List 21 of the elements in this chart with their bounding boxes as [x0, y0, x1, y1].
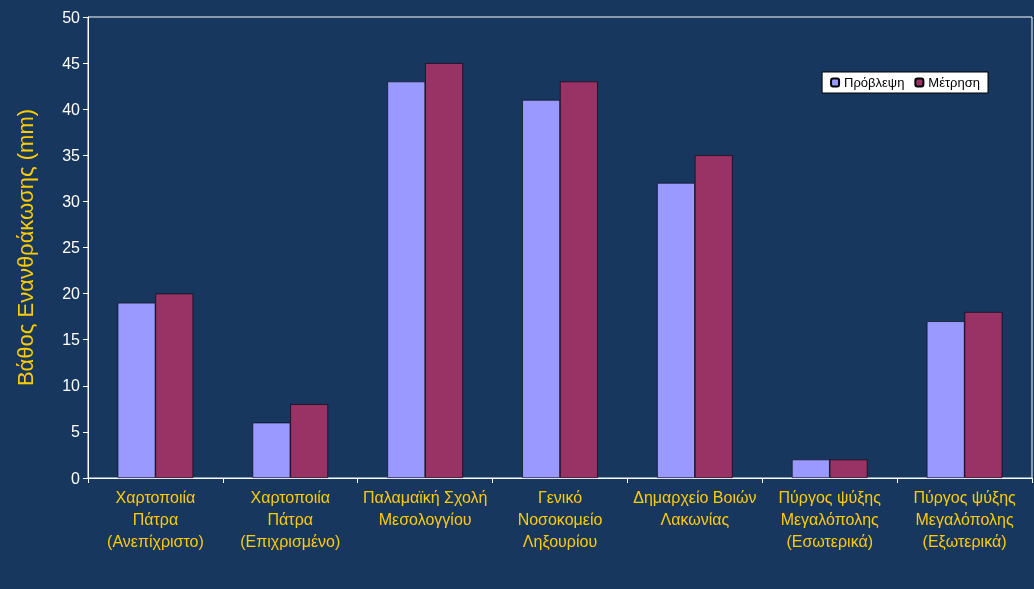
legend-label: Μέτρηση	[928, 75, 980, 90]
y-tick-label: 10	[62, 377, 81, 395]
y-axis-title: Βάθος Ενανθράκωσης (mm)	[12, 108, 38, 387]
x-tick-label: Πύργος ψύξης Μεγαλόπολης (Εσωτερικά)	[778, 488, 882, 550]
x-tick-label: Παλαμαϊκή Σχολή Μεσολογγίου	[362, 488, 488, 528]
y-tick-label: 35	[62, 146, 81, 164]
x-tick-label: Πύργος ψύξης Μεγαλόπολης (Εξωτερικά)	[913, 488, 1017, 551]
y-tick-label: 20	[62, 285, 81, 303]
x-tick-label: Γενικό Νοσοκομείο Ληξουρίου	[517, 488, 603, 551]
y-tick-label: 40	[62, 100, 81, 118]
y-tick-label: 5	[71, 423, 81, 441]
x-tick-label: Δημαρχείο Βοιών Λακωνίας	[633, 488, 757, 528]
legend-label: Πρόβλεψη	[844, 75, 905, 90]
x-tick-label: Χαρτοποιία Πάτρα (Ανεπίχριστο)	[107, 488, 204, 550]
x-tick-label: Χαρτοποιία Πάτρα (Επιχρισμένο)	[240, 488, 341, 550]
y-tick-label: 45	[62, 54, 81, 72]
y-tick-label: 30	[62, 192, 81, 210]
y-tick-label: 50	[62, 8, 81, 26]
y-tick-label: 25	[62, 239, 81, 256]
y-tick-label: 0	[71, 469, 81, 487]
y-tick-label: 15	[62, 331, 81, 349]
